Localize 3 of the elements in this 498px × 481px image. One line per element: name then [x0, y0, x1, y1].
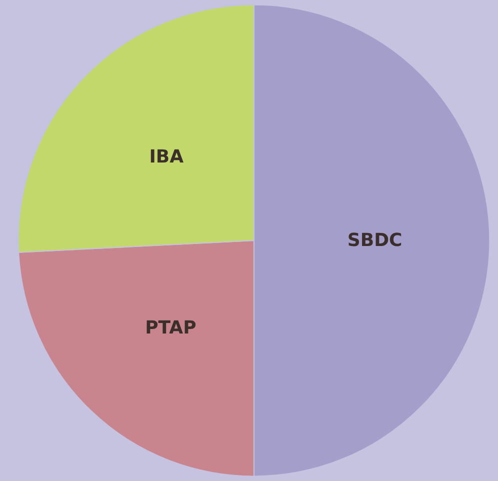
slice-label: PTAP: [145, 318, 196, 339]
slice-label: IBA: [149, 146, 184, 168]
slice-label: SBDC: [347, 230, 402, 251]
